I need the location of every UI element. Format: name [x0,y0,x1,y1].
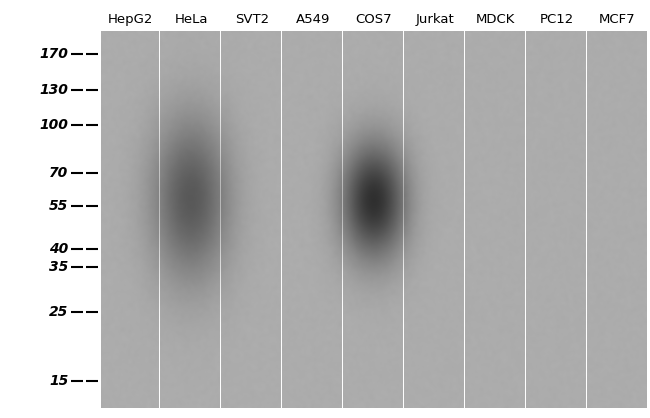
Text: 55: 55 [49,199,68,213]
Text: 35: 35 [49,260,68,274]
Text: SVT2: SVT2 [235,13,269,26]
Text: 70: 70 [49,166,68,180]
Text: Jurkat: Jurkat [415,13,454,26]
Text: 15: 15 [49,374,68,388]
Text: 130: 130 [40,83,68,97]
Text: PC12: PC12 [540,13,573,26]
Text: HepG2: HepG2 [107,13,153,26]
Text: HeLa: HeLa [174,13,208,26]
Text: COS7: COS7 [356,13,392,26]
Text: 25: 25 [49,305,68,319]
Text: A549: A549 [296,13,330,26]
Text: 170: 170 [40,47,68,61]
Text: 40: 40 [49,242,68,256]
Text: MDCK: MDCK [476,13,515,26]
Text: 100: 100 [40,118,68,132]
Text: MCF7: MCF7 [599,13,636,26]
